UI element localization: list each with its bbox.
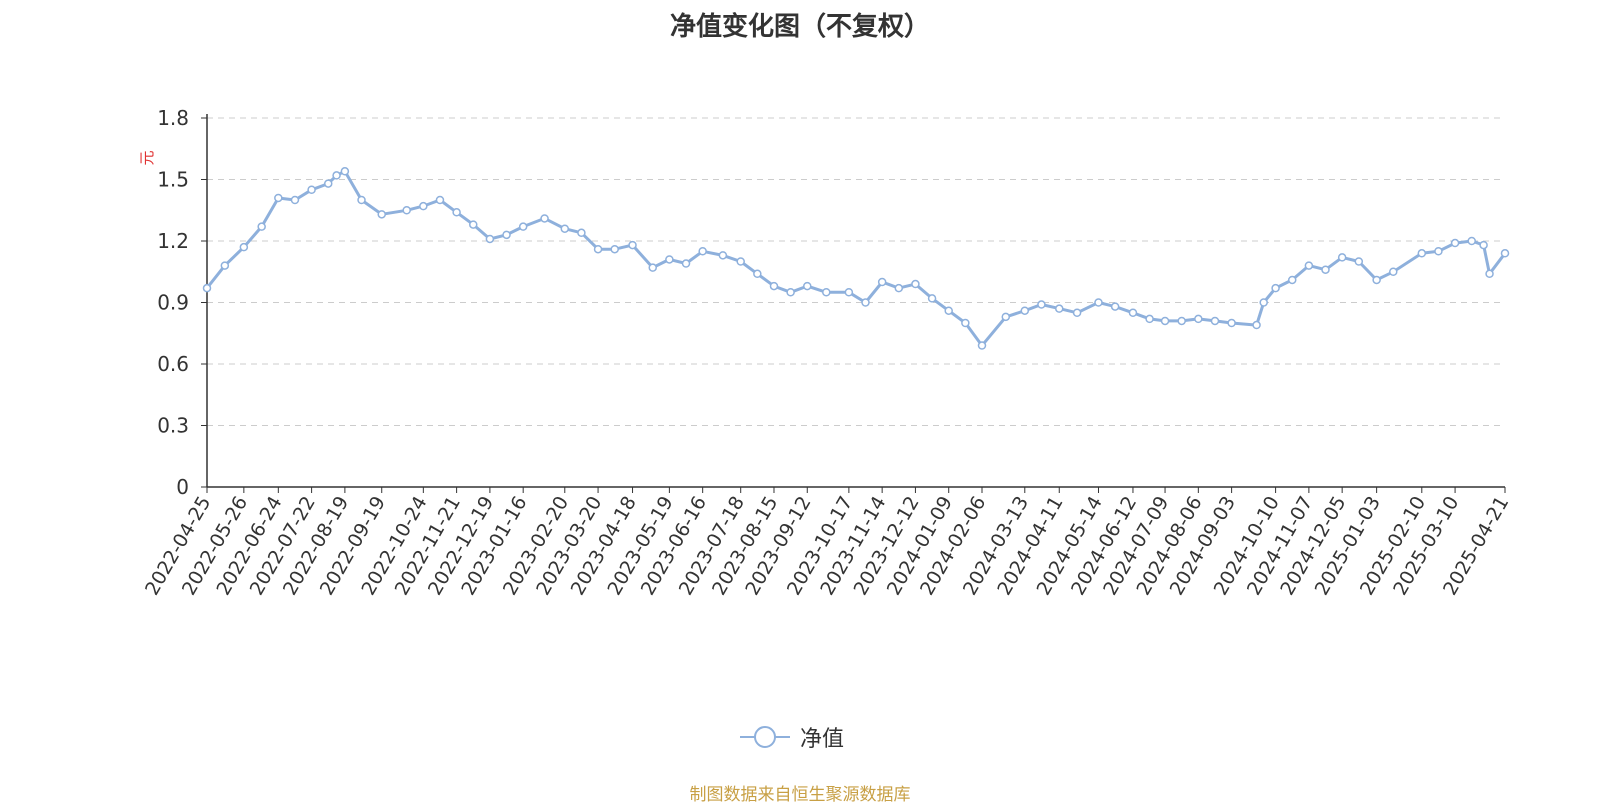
data-point <box>518 222 528 231</box>
data-point <box>220 261 230 270</box>
legend-marker-icon <box>740 726 790 748</box>
data-point <box>944 306 953 315</box>
data-point <box>681 259 691 268</box>
y-axis-label: 元 <box>138 150 156 165</box>
data-point <box>202 283 212 293</box>
data-point <box>1354 257 1364 266</box>
data-point <box>419 201 428 211</box>
data-point <box>877 277 887 287</box>
data-point <box>844 288 854 297</box>
data-point <box>1160 316 1170 326</box>
data-point <box>736 257 745 266</box>
data-point <box>502 230 511 240</box>
data-point <box>665 255 674 264</box>
data-point <box>1304 261 1314 270</box>
data-point <box>911 279 920 289</box>
data-point <box>290 195 300 205</box>
data-point <box>340 167 350 176</box>
data-point <box>610 244 619 254</box>
data-point <box>822 288 831 297</box>
data-point <box>469 220 478 229</box>
data-point <box>1110 302 1120 311</box>
data-point <box>1389 267 1398 276</box>
data-point <box>357 195 366 205</box>
data-point <box>1020 306 1030 315</box>
data-point <box>1194 314 1203 324</box>
data-point <box>894 283 904 293</box>
y-tick-label: 0.6 <box>157 352 189 376</box>
legend[interactable]: 净值 <box>740 722 844 752</box>
data-point <box>1177 316 1186 326</box>
data-point <box>1072 308 1082 317</box>
data-point <box>560 224 570 233</box>
data-point <box>1321 265 1330 274</box>
data-point <box>1467 236 1476 246</box>
data-point <box>977 341 987 350</box>
legend-label: 净值 <box>800 727 845 752</box>
series-line <box>205 169 1507 348</box>
data-point <box>769 281 779 291</box>
data-point <box>274 193 283 203</box>
data-point <box>1417 249 1427 258</box>
data-point <box>307 185 316 194</box>
data-point <box>861 298 870 307</box>
y-tick-label: 1.8 <box>157 106 189 130</box>
data-point <box>540 214 549 223</box>
data-point <box>332 171 341 180</box>
data-point <box>1210 316 1220 326</box>
data-point <box>1259 298 1268 307</box>
data-point <box>1227 318 1236 328</box>
y-tick-label: 0.9 <box>157 291 189 315</box>
net-value-chart: 00.30.60.91.21.51.8元2022-04-252022-05-26… <box>138 106 1513 599</box>
data-point <box>961 318 970 328</box>
data-point <box>1287 275 1297 285</box>
data-point <box>1128 308 1138 317</box>
chart-title: 净值变化图（不复权） <box>669 12 930 42</box>
data-point <box>435 195 445 205</box>
data-point <box>927 294 937 303</box>
data-point <box>803 281 812 291</box>
y-tick-label: 0 <box>176 475 189 499</box>
data-point <box>1271 283 1280 293</box>
y-tick-label: 0.3 <box>157 414 189 438</box>
y-tick-label: 1.5 <box>157 168 189 192</box>
data-point <box>753 269 762 279</box>
data-point <box>577 228 586 238</box>
data-point <box>1485 269 1494 279</box>
data-point <box>1372 275 1381 285</box>
data-point <box>452 208 461 217</box>
data-point <box>1500 249 1510 258</box>
y-tick-label: 1.2 <box>157 229 189 253</box>
data-point <box>1450 238 1460 248</box>
data-point <box>1001 312 1011 322</box>
data-point <box>323 179 333 188</box>
data-point <box>1337 253 1347 262</box>
data-point <box>593 244 603 254</box>
data-point <box>648 263 657 272</box>
data-point <box>1037 300 1046 309</box>
data-point <box>377 210 386 219</box>
data-point <box>402 206 411 215</box>
data-point <box>1094 298 1103 307</box>
data-source-note: 制图数据来自恒生聚源数据库 <box>689 785 911 805</box>
data-point <box>1434 247 1443 256</box>
data-point <box>628 240 637 250</box>
data-point <box>698 247 707 256</box>
data-point <box>1252 320 1261 330</box>
data-point <box>1055 304 1064 313</box>
data-point <box>718 251 728 260</box>
data-point <box>257 222 266 231</box>
data-point <box>485 234 495 244</box>
data-point <box>1479 240 1488 250</box>
data-point <box>786 288 795 297</box>
data-point <box>1145 314 1154 324</box>
data-point <box>239 242 249 252</box>
